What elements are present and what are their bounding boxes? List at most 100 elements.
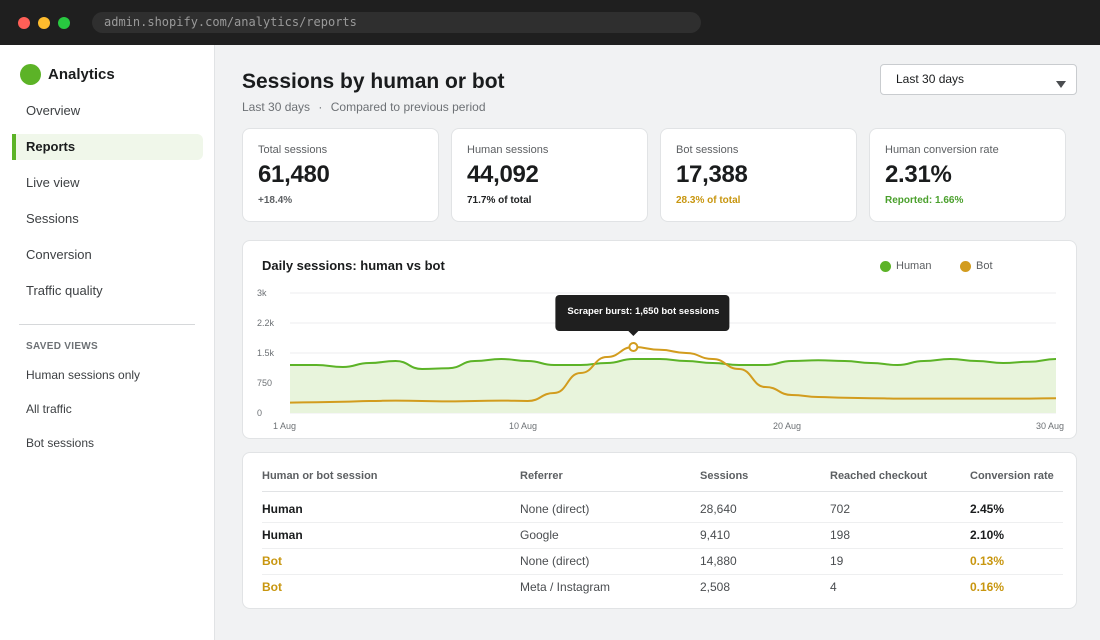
cell-conversion-rate: 0.13%	[970, 554, 1005, 568]
address-bar[interactable]: admin.shopify.com/analytics/reports	[92, 12, 701, 33]
cell-sessions: 14,880	[700, 554, 737, 568]
kpi-card-bot-sessions: Bot sessions 17,388 28.3% of total	[660, 128, 857, 222]
kpi-card-human-sessions: Human sessions 44,092 71.7% of total	[451, 128, 648, 222]
cell-referrer: None (direct)	[520, 502, 590, 516]
cell-referrer: Google	[520, 528, 559, 542]
date-range-value: Last 30 days	[896, 72, 965, 86]
y-tick-label: 2.2k	[257, 318, 275, 328]
legend-label: Human	[896, 260, 932, 272]
row-divider	[262, 548, 1063, 549]
annotation-tooltip-pointer	[628, 331, 639, 336]
column-header-sessions[interactable]: Sessions	[700, 470, 749, 482]
kpi-reported-rate: Reported: 1.66%	[885, 195, 964, 206]
y-tick-label: 3k	[257, 288, 267, 298]
column-header-conversion-rate[interactable]: Conversion rate	[970, 470, 1054, 482]
cell-sessions: 28,640	[700, 502, 737, 516]
chart-title: Daily sessions: human vs bot	[262, 258, 445, 273]
legend-swatch-bot	[960, 260, 971, 272]
cell-conversion-rate: 2.45%	[970, 502, 1005, 516]
kpi-label: Total sessions	[258, 144, 328, 156]
annotation-text: Scraper burst: 1,650 bot sessions	[567, 306, 719, 317]
y-tick-label: 1.5k	[257, 348, 275, 358]
browser-chrome: admin.shopify.com/analytics/reports	[0, 0, 1100, 45]
legend-item-human[interactable]: Human	[880, 260, 931, 272]
cell-session-type: Human	[262, 528, 303, 542]
kpi-share: 71.7% of total	[467, 195, 532, 206]
saved-view-human-sessions-only[interactable]: Human sessions only	[26, 368, 141, 382]
kpi-value: 2.31%	[885, 161, 952, 188]
sidebar-divider	[19, 324, 195, 325]
column-header-referrer[interactable]: Referrer	[520, 470, 563, 482]
comparison-label: Compared to previous period	[330, 100, 486, 114]
cell-reached-checkout: 198	[830, 528, 851, 542]
human-area-fill	[290, 359, 1056, 413]
analytics-logo-icon	[20, 63, 41, 85]
x-tick-label: 20 Aug	[773, 421, 801, 431]
cell-reached-checkout: 702	[830, 502, 851, 516]
daily-sessions-chart: 0 750 1.5k 2.2k 3k 1 Aug 10 Aug 20 Aug 30 Aug Scr…	[257, 288, 1064, 431]
subtitle-separator: ·	[318, 100, 323, 114]
cell-sessions: 2,508	[700, 580, 731, 594]
x-tick-label: 10 Aug	[509, 421, 537, 431]
sidebar-item-overview[interactable]: Overview	[26, 103, 81, 118]
cell-reached-checkout: 4	[830, 580, 837, 594]
kpi-share: 28.3% of total	[676, 195, 741, 206]
sidebar-item-reports[interactable]: Reports	[12, 134, 203, 160]
kpi-label: Bot sessions	[676, 144, 739, 156]
annotation-tooltip	[555, 295, 730, 331]
kpi-value: 44,092	[467, 161, 539, 188]
annotation-point	[628, 342, 639, 352]
sidebar: Analytics Overview Reports Live view Ses…	[0, 45, 215, 640]
maximize-window-button[interactable]	[58, 17, 70, 29]
minimize-window-button[interactable]	[38, 17, 50, 29]
bot-series-line	[289, 345, 1057, 404]
kpi-value: 61,480	[258, 161, 330, 188]
daily-sessions-chart-card: 0 750 1.5k 2.2k 3k 1 Aug 10 Aug 20 Aug 30 Aug Scr…	[242, 240, 1077, 439]
sidebar-item-traffic-quality[interactable]: Traffic quality	[26, 283, 103, 298]
period-label: Last 30 days	[242, 100, 311, 114]
saved-views-heading: SAVED VIEWS	[26, 341, 99, 352]
cell-conversion-rate: 2.10%	[970, 528, 1005, 542]
legend-swatch-human	[880, 260, 891, 272]
kpi-value: 17,388	[676, 161, 748, 188]
page-title: Sessions by human or bot	[242, 70, 505, 93]
date-range-select[interactable]: Last 30 days	[880, 64, 1077, 95]
saved-view-bot-sessions[interactable]: Bot sessions	[26, 436, 95, 450]
row-divider	[262, 574, 1063, 575]
kpi-label: Human conversion rate	[885, 144, 999, 156]
cell-referrer: Meta / Instagram	[520, 580, 611, 594]
kpi-change: +18.4%	[258, 195, 293, 206]
sessions-breakdown-table: Human or bot session Referrer Sessions R…	[242, 452, 1077, 609]
table-row[interactable]: Bot None (direct) 14,880 19 0.13%	[262, 548, 1063, 574]
page-subtitle: Last 30 days · Compared to previous peri…	[242, 100, 486, 114]
table-header-divider	[262, 491, 1063, 492]
cell-session-type: Bot	[262, 554, 282, 568]
human-series-line	[290, 357, 1057, 371]
kpi-card-human-conversion-rate: Human conversion rate 2.31% Reported: 1.…	[869, 128, 1066, 222]
brand-name: Analytics	[48, 65, 115, 83]
cell-sessions: 9,410	[700, 528, 731, 542]
chevron-down-icon	[1056, 81, 1066, 88]
table-row[interactable]: Human None (direct) 28,640 702 2.45%	[262, 496, 1063, 522]
cell-session-type: Bot	[262, 580, 282, 594]
column-header-reached-checkout[interactable]: Reached checkout	[830, 470, 928, 482]
saved-view-all-traffic[interactable]: All traffic	[26, 402, 72, 416]
sidebar-item-conversion[interactable]: Conversion	[26, 247, 92, 262]
x-tick-label: 1 Aug	[273, 421, 296, 431]
kpi-card-total-sessions: Total sessions 61,480 +18.4%	[242, 128, 439, 222]
cell-conversion-rate: 0.16%	[970, 580, 1005, 594]
kpi-label: Human sessions	[467, 144, 549, 156]
sidebar-item-sessions[interactable]: Sessions	[26, 211, 79, 226]
legend-item-bot[interactable]: Bot	[960, 260, 993, 272]
column-header-session-type[interactable]: Human or bot session	[262, 470, 378, 482]
table-row[interactable]: Human Google 9,410 198 2.10%	[262, 522, 1063, 548]
y-tick-label: 0	[257, 408, 262, 418]
table-row[interactable]: Bot Meta / Instagram 2,508 4 0.16%	[262, 574, 1063, 600]
close-window-button[interactable]	[18, 17, 30, 29]
row-divider	[262, 522, 1063, 523]
cell-reached-checkout: 19	[830, 554, 844, 568]
brand[interactable]: Analytics	[20, 63, 115, 85]
y-tick-label: 750	[257, 378, 272, 388]
legend-label: Bot	[976, 260, 993, 272]
sidebar-item-live-view[interactable]: Live view	[26, 175, 80, 190]
